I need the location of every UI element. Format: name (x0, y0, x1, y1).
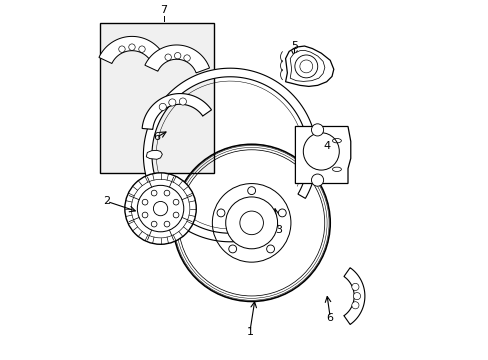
Circle shape (151, 190, 157, 196)
Circle shape (164, 190, 169, 196)
Circle shape (294, 55, 317, 78)
Text: 4: 4 (323, 141, 329, 151)
Circle shape (142, 212, 147, 218)
Text: 1: 1 (246, 327, 253, 337)
Circle shape (266, 245, 274, 253)
Text: 6: 6 (153, 132, 160, 142)
Circle shape (137, 185, 183, 232)
Polygon shape (126, 41, 147, 49)
Circle shape (164, 221, 169, 227)
Polygon shape (290, 50, 324, 81)
Polygon shape (146, 150, 162, 159)
Circle shape (173, 212, 179, 218)
Polygon shape (144, 45, 209, 73)
Circle shape (351, 283, 358, 291)
Circle shape (173, 199, 179, 205)
Text: 2: 2 (103, 197, 110, 206)
Circle shape (179, 98, 186, 105)
Circle shape (225, 197, 277, 249)
Polygon shape (142, 94, 211, 129)
Polygon shape (285, 46, 333, 86)
Circle shape (353, 293, 360, 300)
Text: 5: 5 (290, 41, 297, 51)
Circle shape (153, 202, 167, 216)
Circle shape (124, 173, 196, 244)
Circle shape (228, 245, 236, 253)
Ellipse shape (303, 133, 339, 170)
Circle shape (151, 221, 157, 227)
Polygon shape (143, 68, 316, 242)
Polygon shape (343, 268, 364, 324)
Circle shape (240, 211, 263, 235)
Bar (100, 23, 214, 173)
Circle shape (278, 209, 285, 217)
Text: 7: 7 (160, 5, 167, 15)
Circle shape (247, 187, 255, 194)
Circle shape (351, 302, 358, 309)
Polygon shape (295, 126, 350, 184)
Circle shape (311, 124, 323, 136)
Text: 6: 6 (326, 312, 333, 323)
Circle shape (168, 99, 176, 106)
Circle shape (159, 103, 166, 111)
Text: 3: 3 (274, 225, 282, 235)
Circle shape (311, 174, 323, 186)
Circle shape (217, 209, 224, 217)
Circle shape (142, 199, 147, 205)
Polygon shape (99, 36, 164, 63)
